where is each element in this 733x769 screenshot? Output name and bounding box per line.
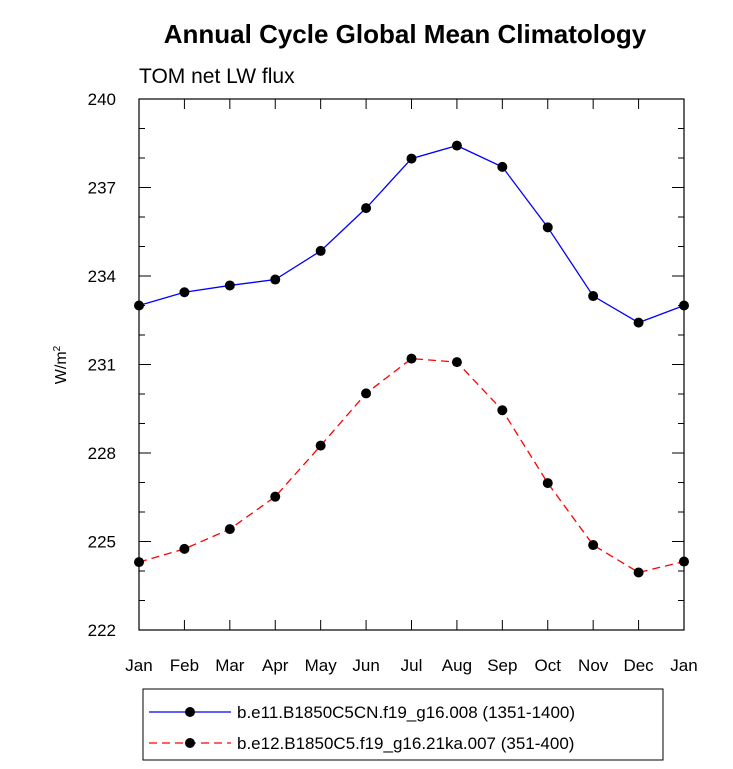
y-tick-label: 240 <box>88 90 116 109</box>
series-1-point <box>361 203 372 214</box>
series-1-point <box>588 291 599 302</box>
y-axis-label-superscript: 2 <box>52 345 63 351</box>
series-2-point <box>633 567 644 578</box>
series-2-point <box>270 491 281 502</box>
series-2-point <box>315 440 326 451</box>
legend: b.e11.B1850C5CN.f19_g16.008 (1351-1400) … <box>142 688 664 761</box>
y-tick-label: 237 <box>88 179 116 198</box>
series-2-point <box>134 557 144 568</box>
x-tick-label: May <box>305 656 338 675</box>
series-1-point <box>270 274 281 285</box>
series-1-point <box>179 287 190 298</box>
y-axis-label-text: W/m <box>53 351 70 384</box>
series-2-point <box>361 388 372 399</box>
series-2-point <box>451 357 462 368</box>
y-axis: 222 225 228 231 234 237 240 <box>88 90 684 640</box>
y-tick-label: 222 <box>88 621 116 640</box>
x-tick-label: Jul <box>401 656 423 675</box>
series-1-point <box>406 153 417 164</box>
x-tick-label: Sep <box>487 656 517 675</box>
x-tick-label: Jan <box>670 656 697 675</box>
y-axis-label: W/m2 <box>52 345 70 384</box>
x-tick-label: Dec <box>623 656 654 675</box>
legend-label-series-2: b.e12.B1850C5.f19_g16.21ka.007 (351-400) <box>237 734 574 753</box>
series-2-point <box>406 353 417 364</box>
series-2-point <box>224 524 235 535</box>
series-2-point <box>588 540 599 551</box>
x-tick-label: Oct <box>535 656 562 675</box>
series-1-point <box>134 300 144 311</box>
legend-marker-series-2 <box>185 738 195 748</box>
x-tick-label: Jun <box>352 656 379 675</box>
legend-box <box>142 688 664 761</box>
x-tick-label: Nov <box>578 656 609 675</box>
legend-marker-series-1 <box>185 707 195 717</box>
series-1-point <box>633 317 644 328</box>
plot-area <box>138 98 685 631</box>
series-1-point <box>497 161 508 172</box>
series-2-point <box>497 405 508 416</box>
y-tick-label: 234 <box>88 267 116 286</box>
x-tick-label: Feb <box>170 656 199 675</box>
series-2-point <box>679 556 689 567</box>
series-1-point <box>679 300 689 311</box>
chart-title: Annual Cycle Global Mean Climatology <box>164 19 647 49</box>
series-1-point <box>451 140 462 151</box>
x-tick-label: Apr <box>262 656 289 675</box>
series-1-point <box>315 245 326 256</box>
series-line-1 <box>138 144 685 324</box>
series-1-point <box>224 280 235 291</box>
series-layer <box>134 140 689 578</box>
legend-label-series-1: b.e11.B1850C5CN.f19_g16.008 (1351-1400) <box>237 703 575 722</box>
y-tick-label: 231 <box>88 356 116 375</box>
chart-subtitle: TOM net LW flux <box>139 65 295 88</box>
x-axis: Jan Feb Mar Apr May Jun Jul Aug Sep Oct Nov Dec Jan <box>125 99 698 675</box>
series-line-2 <box>138 357 685 574</box>
plot-border <box>138 98 685 631</box>
y-tick-label: 225 <box>88 533 116 552</box>
y-tick-label: 228 <box>88 444 116 463</box>
x-tick-label: Mar <box>215 656 245 675</box>
series-2-point <box>542 478 553 489</box>
series-1-point <box>542 222 553 233</box>
x-tick-label: Aug <box>442 656 472 675</box>
series-2-point <box>179 543 190 554</box>
x-tick-label: Jan <box>125 656 152 675</box>
